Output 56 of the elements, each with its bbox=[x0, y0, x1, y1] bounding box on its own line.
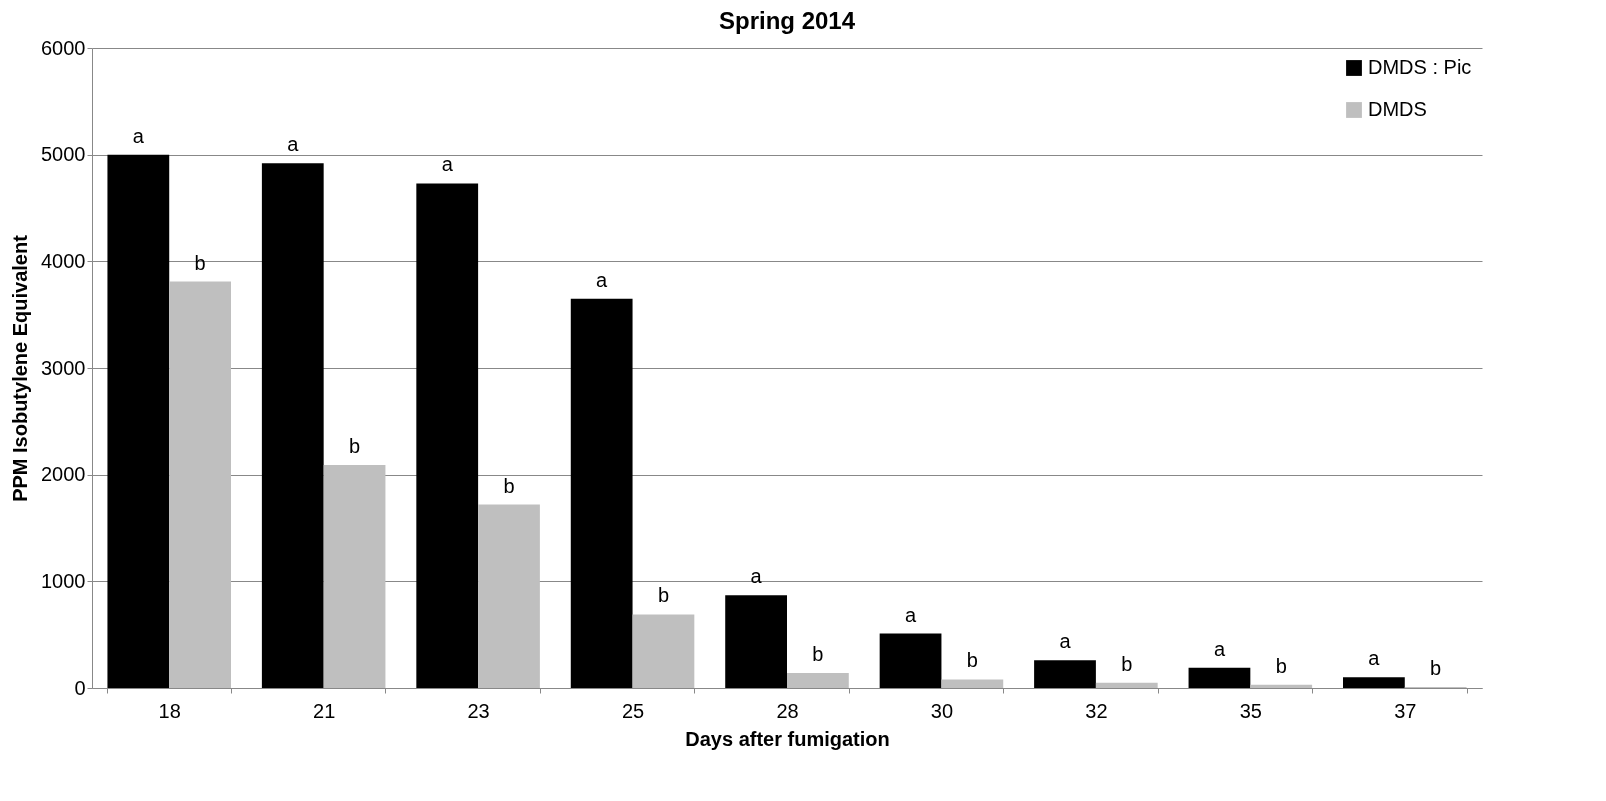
x-tick-label: 23 bbox=[467, 699, 490, 722]
y-tick-label: 5000 bbox=[41, 143, 86, 166]
data-label: b bbox=[194, 251, 206, 274]
data-label: b bbox=[657, 584, 670, 607]
bar bbox=[323, 465, 386, 688]
data-label: a bbox=[750, 565, 763, 588]
data-label: b bbox=[966, 649, 978, 672]
data-label: b bbox=[1275, 654, 1287, 677]
legend-label: DMDS bbox=[1368, 98, 1427, 120]
y-axis-title: PPM Isobutylene Equivalent bbox=[9, 234, 32, 502]
data-label: b bbox=[348, 435, 361, 458]
data-label: a bbox=[132, 124, 145, 147]
x-axis-title: Days after fumigation bbox=[685, 727, 890, 750]
bar bbox=[1250, 684, 1313, 688]
bar bbox=[416, 183, 479, 688]
x-tick-label: 32 bbox=[1085, 699, 1108, 722]
data-label: a bbox=[1059, 630, 1072, 653]
bar bbox=[1095, 682, 1158, 688]
x-tick-label: 21 bbox=[313, 699, 336, 722]
bar bbox=[1343, 677, 1405, 688]
bar bbox=[107, 154, 170, 688]
x-tick-label: 25 bbox=[621, 699, 645, 722]
legend-label: DMDS : Pic bbox=[1368, 56, 1472, 78]
y-tick-label: 0 bbox=[74, 676, 86, 699]
bar bbox=[570, 298, 633, 688]
bar bbox=[1188, 667, 1251, 688]
y-tick-label: 6000 bbox=[41, 36, 86, 59]
bar bbox=[941, 679, 1004, 688]
x-tick-label: 35 bbox=[1239, 699, 1262, 722]
y-tick-label: 1000 bbox=[41, 569, 86, 592]
y-tick-label: 3000 bbox=[41, 356, 86, 379]
data-label: a bbox=[596, 268, 609, 291]
data-label: a bbox=[287, 133, 300, 156]
bar bbox=[1034, 660, 1096, 688]
x-tick-label: 28 bbox=[776, 699, 799, 722]
data-label: b bbox=[1121, 652, 1133, 675]
x-tick-label: 30 bbox=[930, 699, 954, 722]
y-tick-label: 4000 bbox=[41, 249, 86, 272]
x-tick-label: 37 bbox=[1394, 699, 1417, 722]
data-label: a bbox=[441, 153, 454, 176]
data-label: b bbox=[503, 474, 515, 497]
bar bbox=[478, 504, 540, 688]
data-label: a bbox=[1368, 647, 1381, 670]
bar bbox=[632, 614, 695, 688]
bar bbox=[261, 163, 324, 688]
y-tick-label: 2000 bbox=[41, 463, 86, 486]
bar bbox=[725, 595, 787, 688]
chart-title: Spring 2014 bbox=[718, 7, 856, 34]
bar bbox=[879, 633, 942, 688]
data-label: b bbox=[1430, 656, 1442, 679]
data-label: b bbox=[812, 643, 824, 666]
data-label: a bbox=[1213, 637, 1226, 660]
bar bbox=[169, 281, 231, 688]
x-tick-label: 18 bbox=[158, 699, 181, 722]
bar bbox=[787, 673, 849, 688]
data-label: a bbox=[904, 603, 917, 626]
